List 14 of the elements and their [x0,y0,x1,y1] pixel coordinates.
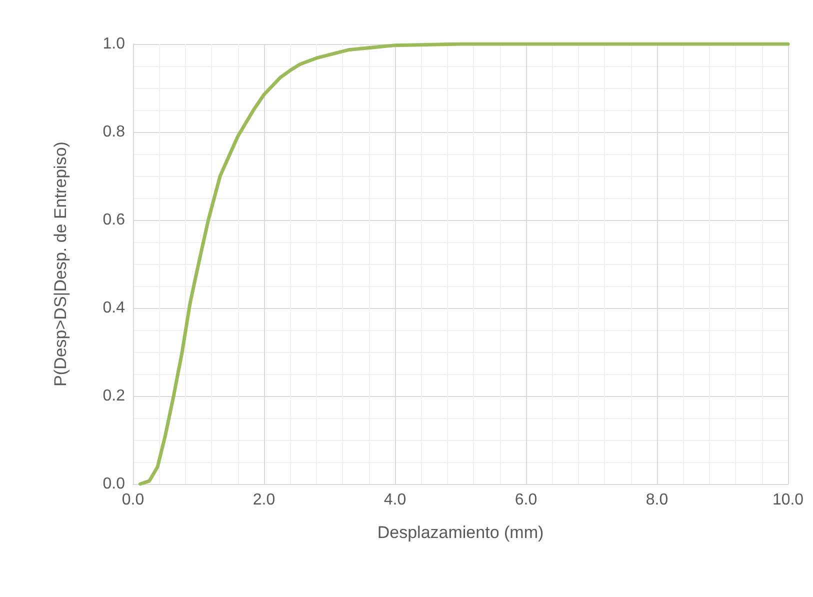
y-axis-title: P(Desp>DS|Desp. de Entrepiso) [51,142,70,386]
x-tick-label: 4.0 [384,492,406,508]
y-tick-label: 0.2 [102,388,126,404]
x-axis-title: Desplazamiento (mm) [377,523,544,542]
y-tick-label: 0.4 [102,300,126,316]
y-tick-label: 0.6 [102,212,126,228]
y-tick-label: 0.8 [102,124,126,140]
x-tick-label: 10.0 [772,492,804,508]
y-tick-label: 1.0 [102,36,126,52]
x-tick-label: 8.0 [646,492,668,508]
x-tick-label: 0.0 [122,492,144,508]
x-tick-label: 6.0 [514,492,538,508]
y-tick-label: 0.0 [102,476,126,492]
x-tick-label: 2.0 [252,492,276,508]
